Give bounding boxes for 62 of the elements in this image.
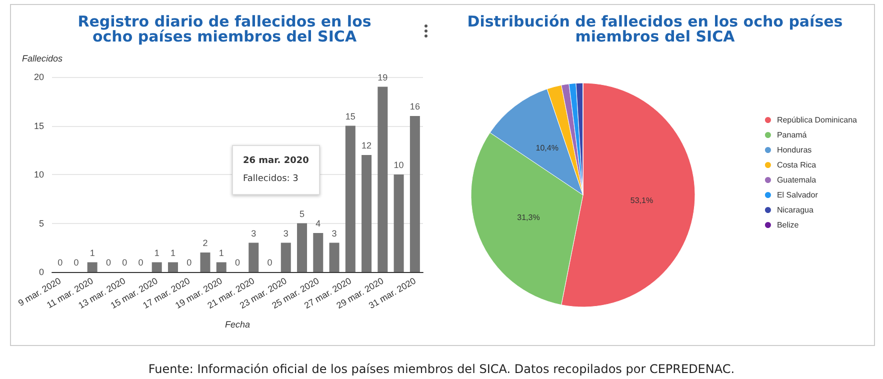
y-tick-label: 0 [38, 267, 44, 277]
data-label: 53,1% [630, 196, 654, 206]
data-label: 3 [283, 228, 288, 238]
bar [168, 262, 178, 272]
tooltip-box: 26 mar. 2020 Fallecidos: 3 [232, 145, 320, 195]
bar [87, 262, 98, 272]
data-label: 1 [170, 248, 176, 258]
data-label: 12 [362, 140, 372, 150]
data-label: 2 [202, 238, 208, 248]
legend-label: República Dominicana [776, 116, 858, 124]
data-label: 0 [74, 258, 79, 268]
data-label: 15 [345, 111, 356, 122]
bar [394, 174, 404, 272]
data-label: 16 [410, 102, 420, 112]
bar [216, 262, 226, 272]
legend-label: Costa Rica [776, 160, 817, 170]
data-label: 5 [300, 208, 305, 219]
data-label: 0 [267, 258, 272, 268]
y-axis-title: Fallecidos [22, 54, 64, 64]
data-label: 0 [122, 258, 128, 268]
legend-label: Guatemala [776, 176, 817, 184]
bar [297, 223, 308, 272]
data-label: 1 [218, 248, 224, 258]
bar [410, 116, 420, 272]
data-label: 10 [394, 160, 404, 170]
data-label: 0 [106, 258, 111, 268]
source-note: Fuente: Información oficial de los países miembros del SICA. Datos recopilados por CEPREDENAC. [147, 362, 736, 376]
data-label: 4 [316, 218, 321, 228]
data-label: 31,3% [517, 213, 540, 222]
bar [313, 233, 324, 272]
legend-label: Belize [776, 220, 800, 230]
data-label: 3 [251, 228, 256, 238]
bar [345, 126, 356, 272]
y-tick-label: 15 [34, 120, 44, 131]
bar [152, 262, 162, 272]
data-label: 3 [332, 228, 337, 238]
chart-title: Registro diario de fallecidos en los ocho países miembros del SICA [78, 12, 372, 46]
data-label: 0 [234, 258, 240, 268]
bar [200, 252, 210, 272]
bar [362, 155, 372, 272]
legend-label: Nicaragua [776, 206, 814, 214]
data-label: 1 [90, 248, 95, 258]
y-tick-label: 10 [34, 170, 44, 180]
data-label: 0 [138, 258, 144, 268]
y-tick-label: 5 [38, 218, 44, 228]
x-axis-title: Fecha [224, 320, 250, 330]
annotation: 26 mar. 2020 [243, 155, 309, 168]
legend-label: Honduras [776, 146, 812, 154]
bar [280, 242, 291, 272]
bar [248, 242, 259, 272]
data-label: 10,4% [536, 144, 558, 153]
data-label: 0 [58, 258, 63, 268]
bar [378, 86, 388, 272]
annotation: Fallecidos: 3 [243, 173, 300, 186]
bar [329, 242, 340, 272]
data-label: 19 [378, 72, 388, 82]
y-tick-label: 20 [34, 72, 44, 82]
legend-label: Panamá [776, 130, 808, 140]
chart-title: Distribución de fallecidos en los ocho países miembros del SICA [467, 12, 843, 46]
data-label: 0 [186, 258, 192, 268]
legend-label: El Salvador [776, 190, 818, 200]
data-label: 1 [154, 248, 160, 258]
